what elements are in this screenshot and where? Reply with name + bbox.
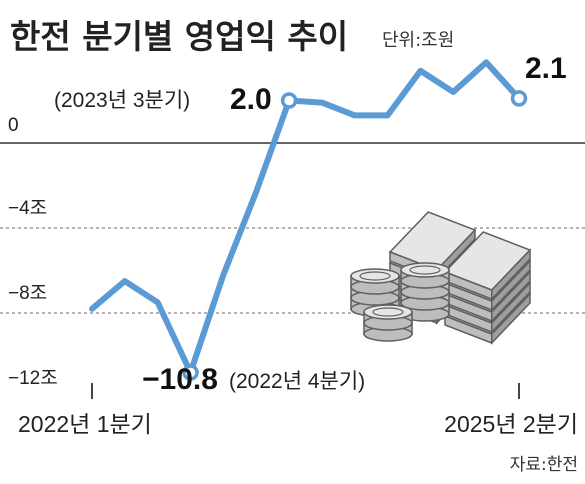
y-tick-label: 0 [8,115,19,136]
annotation-min-period: (2022년 4분기) [229,370,365,393]
money-bundle-front [491,292,531,345]
series-line [89,59,522,376]
data-points [182,90,528,381]
coin-top-ring [372,307,404,317]
annotation-last-value: 2.1 [525,52,567,85]
data-point-marker [510,90,528,107]
money-bundle-front [491,259,531,312]
annotation-turn-period: (2023년 3분기) [54,89,190,112]
coin-top [350,268,400,284]
coin-top-ring [359,271,391,281]
coin-top [363,304,413,320]
data-point-marker [280,92,298,109]
coin-stacks-and-money-bundles-icon [350,211,532,345]
y-axis-ticks: 0 −4조 −8조 −12조 [8,115,58,389]
data-point-marker [182,364,199,381]
chart-title: 한전 분기별 영업익 추이 [10,17,348,56]
unit-label: 단위:조원 [382,30,454,51]
x-label-end: 2025년 2분기 [444,411,578,437]
x-label-start: 2022년 1분기 [18,411,152,437]
money-bundle-front [491,281,531,334]
coin-top-ring [409,265,441,275]
money-bundle-front [491,248,531,301]
y-tick-label: −4조 [8,198,47,219]
y-tick-label: −8조 [8,283,47,304]
annotation-min-value: −10.8 [142,363,218,396]
money-bundle-front [491,270,531,323]
annotation-turn-value: 2.0 [230,83,272,116]
source-label: 자료:한전 [510,455,578,475]
coin-top [400,262,450,278]
y-tick-label: −12조 [8,368,58,389]
